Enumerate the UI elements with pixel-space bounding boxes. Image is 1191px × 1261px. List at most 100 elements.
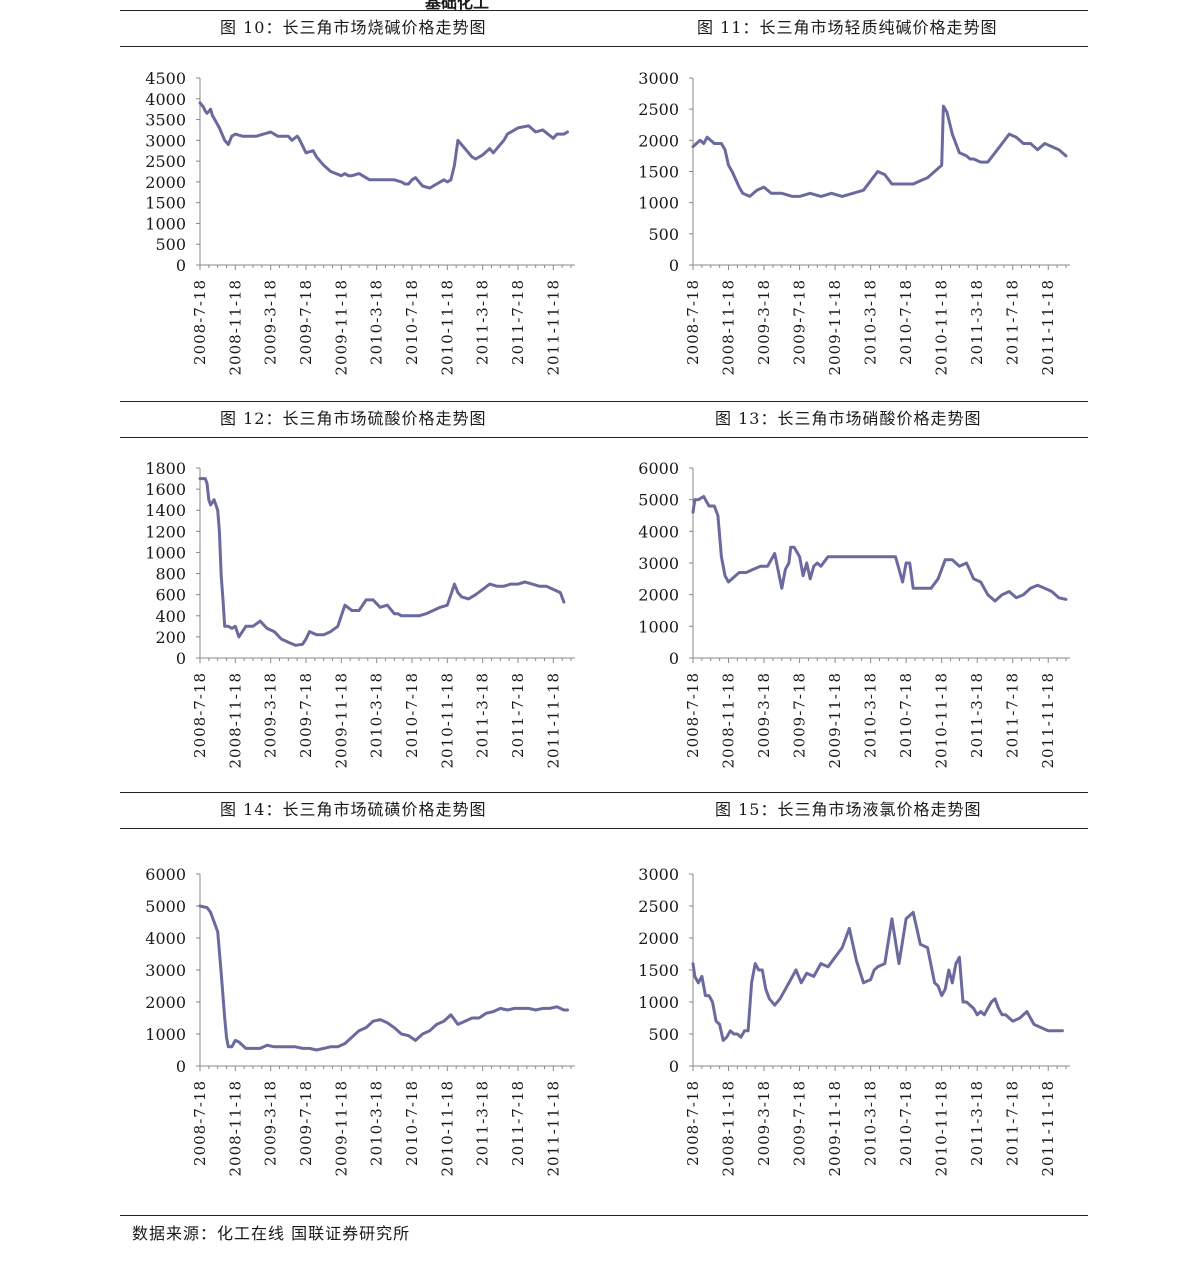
- x-tick-label: 2008-7-18: [684, 672, 702, 758]
- y-tick-label: 2000: [638, 586, 679, 605]
- x-tick-label: 2009-7-18: [297, 672, 315, 758]
- y-tick-label: 3000: [145, 961, 186, 980]
- x-tick-label: 2010-3-18: [862, 279, 880, 365]
- y-tick-label: 0: [669, 256, 679, 275]
- chart-title-13: 图 13：长三角市场硝酸价格走势图: [715, 409, 982, 428]
- x-tick-label: 2011-7-18: [1004, 1080, 1022, 1166]
- x-tick-label: 2010-11-18: [438, 279, 456, 375]
- chart-10-svg: 0500100015002000250030003500400045002008…: [145, 69, 575, 375]
- x-tick-label: 2010-3-18: [368, 672, 386, 758]
- y-tick-label: 500: [648, 225, 679, 244]
- x-tick-label: 2011-7-18: [509, 1080, 527, 1166]
- x-tick-label: 2010-3-18: [862, 672, 880, 758]
- x-tick-label: 2011-11-18: [544, 1080, 562, 1176]
- data-source-note: 数据来源：化工在线 国联证券研究所: [132, 1224, 411, 1243]
- x-tick-label: 2010-7-18: [897, 1080, 915, 1166]
- chart-5-price-line: [691, 910, 1064, 1042]
- chart-1-axes: 0 500 1000 1500 2000 2500 3000 2008-7-18 2008-11…: [638, 69, 1070, 375]
- y-tick-label: 3500: [145, 111, 186, 130]
- chart-2-axes: 0 200 400 600 800 1000 1200 1400 1600 1800 2008-7-…: [145, 459, 575, 768]
- y-tick-label: 0: [669, 649, 679, 668]
- chart-title-12: 图 12：长三角市场硫酸价格走势图: [220, 409, 487, 428]
- x-tick-label: 2010-11-18: [933, 1080, 951, 1176]
- y-tick-label: 2500: [145, 152, 186, 171]
- x-tick-label: 2009-11-18: [826, 672, 844, 768]
- x-tick-label: 2010-3-18: [862, 1080, 880, 1166]
- rule-3: [120, 401, 1088, 402]
- x-tick-label: 2010-3-18: [368, 1080, 386, 1166]
- x-tick-label: 2009-3-18: [262, 672, 280, 758]
- x-tick-label: 2008-11-18: [720, 279, 738, 375]
- x-tick-label: 2009-3-18: [755, 1080, 773, 1166]
- x-tick-label: 2011-11-18: [1039, 672, 1057, 768]
- rule-7: [120, 1215, 1088, 1216]
- chart-15-svg: 0 500 1000 1500 2000 2500 3000 2008-7-18 2008-11…: [638, 865, 1070, 1176]
- y-tick-label: 1500: [638, 163, 679, 182]
- x-tick-label: 2009-7-18: [791, 1080, 809, 1166]
- chart-0-axes: 0500100015002000250030003500400045002008…: [145, 69, 575, 375]
- chart-title-15: 图 15：长三角市场液氯价格走势图: [715, 800, 982, 819]
- y-tick-label: 1000: [638, 194, 679, 213]
- x-tick-label: 2009-11-18: [332, 672, 350, 768]
- y-tick-label: 2000: [638, 929, 679, 948]
- x-tick-label: 2009-11-18: [332, 1080, 350, 1176]
- x-tick-label: 2008-11-18: [720, 1080, 738, 1176]
- x-tick-label: 2011-7-18: [509, 672, 527, 758]
- chart-2-price-line: [198, 477, 566, 647]
- x-tick-label: 2008-11-18: [720, 672, 738, 768]
- y-tick-label: 1200: [145, 522, 186, 541]
- chart-12-svg: 0 200 400 600 800 1000 1200 1400 1600 1800 2008-7-…: [145, 459, 575, 768]
- y-tick-label: 4500: [145, 69, 186, 88]
- y-tick-label: 0: [669, 1057, 679, 1076]
- y-tick-label: 1800: [145, 459, 186, 478]
- chart-5-axes: 0 500 1000 1500 2000 2500 3000 2008-7-18 2008-11…: [638, 865, 1070, 1176]
- x-tick-label: 2011-3-18: [968, 279, 986, 365]
- x-tick-label: 2009-3-18: [755, 279, 773, 365]
- chart-0-price-line: [198, 101, 569, 190]
- x-tick-label: 2010-7-18: [897, 279, 915, 365]
- rule-5: [120, 792, 1088, 793]
- chart-14-svg: 0 1000 2000 3000 4000 5000 6000 2008-7-18 2008-1…: [145, 865, 575, 1176]
- x-tick-label: 2009-3-18: [755, 672, 773, 758]
- y-tick-label: 3000: [145, 131, 186, 150]
- y-tick-label: 1000: [145, 1025, 186, 1044]
- x-tick-label: 2008-7-18: [684, 279, 702, 365]
- y-tick-label: 500: [648, 1025, 679, 1044]
- x-tick-label: 2011-11-18: [544, 279, 562, 375]
- y-tick-label: 200: [155, 628, 186, 647]
- x-tick-label: 2009-7-18: [297, 279, 315, 365]
- x-tick-label: 2011-3-18: [474, 279, 492, 365]
- y-tick-label: 400: [155, 607, 186, 626]
- y-tick-label: 1000: [638, 617, 679, 636]
- x-tick-label: 2011-3-18: [474, 672, 492, 758]
- chart-3-axes: 0 1000 2000 3000 4000 5000 6000 2008-7-18 2008-1…: [638, 459, 1070, 768]
- x-tick-label: 2011-7-18: [509, 279, 527, 365]
- y-tick-label: 2000: [145, 993, 186, 1012]
- chart-1-price-line: [691, 104, 1068, 198]
- chart-13-svg: 0 1000 2000 3000 4000 5000 6000 2008-7-18 2008-1…: [638, 459, 1070, 768]
- y-tick-label: 3000: [638, 69, 679, 88]
- y-tick-label: 3000: [638, 554, 679, 573]
- y-tick-label: 0: [176, 649, 186, 668]
- x-tick-label: 2009-7-18: [791, 672, 809, 758]
- x-tick-label: 2010-7-18: [403, 279, 421, 365]
- y-tick-label: 1400: [145, 501, 186, 520]
- chart-3-price-line: [691, 495, 1068, 603]
- y-tick-label: 6000: [638, 459, 679, 478]
- x-tick-label: 2009-11-18: [826, 1080, 844, 1176]
- x-tick-label: 2011-3-18: [968, 672, 986, 758]
- x-tick-label: 2009-3-18: [262, 279, 280, 365]
- y-tick-label: 1000: [145, 543, 186, 562]
- chart-panel-14: 0 1000 2000 3000 4000 5000 6000 2008-7-18 2008-1…: [120, 858, 600, 1198]
- rule-4: [120, 437, 1088, 438]
- x-tick-label: 2010-7-18: [403, 1080, 421, 1166]
- rule-2: [120, 46, 1088, 47]
- chart-4-price-line: [198, 904, 569, 1052]
- x-tick-label: 2009-3-18: [262, 1080, 280, 1166]
- y-tick-label: 2500: [638, 100, 679, 119]
- x-tick-label: 2008-7-18: [684, 1080, 702, 1166]
- x-tick-label: 2008-11-18: [226, 672, 244, 768]
- y-tick-label: 4000: [145, 90, 186, 109]
- y-tick-label: 4000: [145, 929, 186, 948]
- top-heading-fragment: 基础化工: [425, 0, 490, 12]
